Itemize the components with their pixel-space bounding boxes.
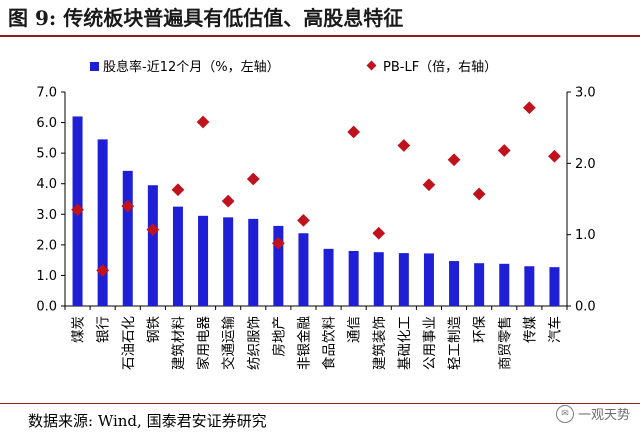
- bar: [273, 225, 284, 306]
- bar: [499, 263, 510, 306]
- x-tick-label: 轻工制造: [447, 316, 463, 370]
- pb-marker: [397, 139, 411, 152]
- x-tick-label: 交通运输: [220, 316, 237, 370]
- x-tick-label: 石油石化: [121, 316, 137, 370]
- bar: [223, 217, 234, 306]
- bar: [198, 215, 209, 306]
- chart: 股息率-近12个月（%，左轴） PB-LF（倍，右轴） 0.0 1.0 2.0 3.0…: [36, 59, 595, 371]
- legend: 股息率-近12个月（%，左轴） PB-LF（倍，右轴）: [90, 59, 497, 75]
- x-tick-label: 公用事业: [422, 316, 438, 370]
- legend-swatch-dividend: [90, 62, 99, 71]
- pb-marker: [196, 115, 210, 129]
- bar: [549, 267, 560, 306]
- legend-label-dividend: 股息率-近12个月（%，左轴）: [103, 59, 280, 75]
- pb-marker: [297, 214, 310, 227]
- source-divider: [0, 403, 640, 404]
- pb-marker: [121, 199, 135, 213]
- bar: [298, 233, 309, 306]
- bar: [373, 252, 384, 306]
- x-tick-label: 传媒: [522, 316, 538, 344]
- x-tick-label: 纺织服饰: [246, 316, 262, 370]
- right-tick-label: 1.0: [575, 228, 596, 243]
- pb-series: [71, 101, 561, 277]
- bar: [172, 206, 183, 306]
- pb-marker: [497, 144, 511, 157]
- left-tick-label: 2.0: [36, 238, 57, 253]
- bar: [398, 253, 409, 306]
- x-tick-label: 基础化工: [396, 316, 413, 370]
- pb-marker: [271, 236, 285, 250]
- x-tick-label: 食品饮料: [321, 316, 338, 370]
- pb-marker: [146, 223, 160, 237]
- x-tick-label: 汽车: [546, 316, 563, 343]
- pb-marker: [171, 183, 185, 197]
- left-tick-label: 5.0: [36, 147, 57, 162]
- x-tick-label: 房地产: [271, 316, 287, 357]
- x-tick-label: 建筑材料: [171, 316, 187, 370]
- bar: [423, 253, 434, 306]
- pb-marker: [221, 194, 235, 208]
- source-note: 数据来源: Wind, 国泰君安证券研究: [28, 412, 267, 430]
- x-tick-label: 非银金融: [296, 316, 312, 370]
- left-tick-label: 7.0: [36, 86, 57, 101]
- x-tick-label: 商贸零售: [497, 316, 513, 370]
- bar: [323, 248, 334, 306]
- pb-marker: [447, 153, 461, 167]
- pb-marker: [548, 149, 561, 163]
- bar: [248, 218, 259, 306]
- watermark-text: 一观天势: [577, 408, 630, 423]
- x-tick-labels: 煤炭 银行 石油石化 钢铁 建筑材料 家用电器 交通运输 纺织服饰 房地产 非银金融 食品饮料 通信建…: [71, 316, 564, 371]
- x-tick-label: 煤炭: [71, 316, 87, 343]
- wechat-icon: ✉: [555, 404, 574, 423]
- pb-marker: [71, 203, 84, 217]
- right-tick-label: 0.0: [575, 300, 596, 315]
- bar: [524, 266, 535, 306]
- watermark: ✉ 一观天势: [555, 404, 630, 423]
- bar: [449, 261, 460, 306]
- pb-marker: [522, 101, 536, 115]
- bar: [97, 139, 108, 306]
- bar: [147, 185, 158, 306]
- bar-series: [72, 116, 560, 306]
- bar: [122, 170, 133, 306]
- left-tick-label: 3.0: [36, 208, 57, 223]
- right-tick-label: 2.0: [575, 157, 596, 172]
- pb-marker: [422, 178, 436, 192]
- left-tick-label: 1.0: [36, 269, 57, 284]
- x-tick-label: 建筑装饰: [372, 316, 388, 370]
- pb-marker: [347, 125, 361, 139]
- x-tick-label: 环保: [472, 316, 488, 343]
- left-tick-label: 6.0: [36, 116, 57, 131]
- right-tick-label: 3.0: [575, 86, 596, 101]
- axes: 0.0 1.0 2.0 3.0 4.0 5.0 6.0 7.0 0.0 1.0 2.0 3.0: [36, 86, 595, 315]
- legend-label-pb: PB-LF（倍，右轴）: [383, 60, 497, 75]
- x-tick-label: 银行: [96, 316, 112, 343]
- pb-marker: [472, 187, 486, 201]
- bar: [474, 263, 485, 306]
- pb-marker: [372, 226, 386, 240]
- left-tick-label: 4.0: [36, 177, 57, 192]
- x-tick-label: 家用电器: [195, 316, 212, 370]
- title-divider: [0, 35, 640, 37]
- page-title: 图 9: 传统板块普遍具有低估值、高股息特征: [8, 6, 404, 30]
- pb-marker: [246, 172, 260, 186]
- legend-marker-pb: [366, 60, 377, 71]
- left-tick-label: 0.0: [36, 300, 57, 315]
- bar: [348, 250, 359, 306]
- x-tick-label: 通信: [347, 316, 363, 343]
- x-tick-label: 钢铁: [146, 316, 162, 343]
